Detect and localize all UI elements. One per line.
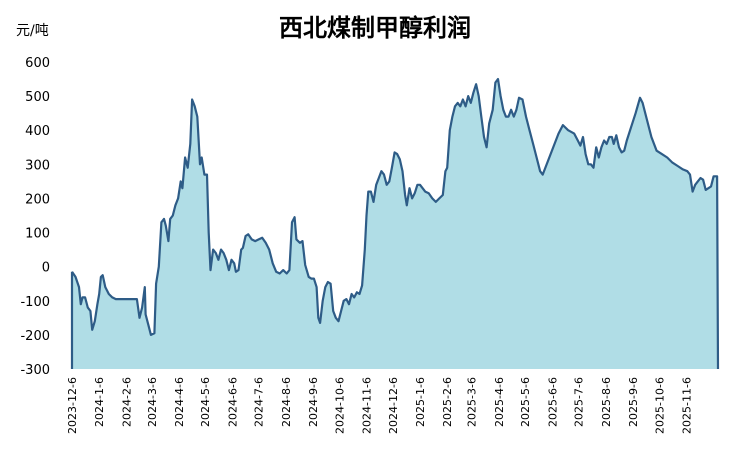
y-tick-label: 300 xyxy=(25,158,50,173)
x-tick-label: 2024-9-6 xyxy=(307,377,320,427)
x-tick-label: 2025-3-6 xyxy=(466,377,479,427)
series-line xyxy=(71,78,720,370)
x-tick-label: 2024-2-6 xyxy=(120,377,133,427)
y-tick-label: 0 xyxy=(42,261,50,276)
x-tick-label: 2025-5-6 xyxy=(519,377,532,427)
y-tick-label: -200 xyxy=(20,329,50,344)
x-tick-label: 2023-12-6 xyxy=(66,377,79,434)
x-tick-label: 2025-10-6 xyxy=(653,377,666,434)
x-tick-label: 2025-4-6 xyxy=(493,377,506,427)
x-tick-label: 2024-4-6 xyxy=(173,377,186,427)
chart-title: 西北煤制甲醇利润 xyxy=(279,13,471,42)
x-tick-label: 2024-6-6 xyxy=(226,377,239,427)
x-tick-label: 2024-11-6 xyxy=(361,377,374,434)
x-tick-label: 2024-3-6 xyxy=(146,377,159,427)
x-tick-label: 2024-7-6 xyxy=(253,377,266,427)
x-tick-label: 2025-9-6 xyxy=(627,377,640,427)
x-tick-label: 2024-12-6 xyxy=(387,377,400,434)
y-tick-label: -100 xyxy=(20,295,50,310)
x-tick-label: 2025-11-6 xyxy=(680,377,693,434)
x-tick-label: 2025-1-6 xyxy=(414,377,427,427)
y-axis-unit-label: 元/吨 xyxy=(16,23,49,39)
x-tick-label: 2024-8-6 xyxy=(280,377,293,427)
x-tick-label: 2024-5-6 xyxy=(199,377,212,427)
y-tick-label: 200 xyxy=(25,192,50,207)
x-tick-label: 2024-10-6 xyxy=(333,377,346,434)
x-tick-label: 2025-6-6 xyxy=(546,377,559,427)
x-tick-label: 2025-7-6 xyxy=(573,377,586,427)
y-tick-label: 100 xyxy=(25,227,50,242)
y-tick-label: 400 xyxy=(25,124,50,139)
x-tick-label: 2025-8-6 xyxy=(600,377,613,427)
y-tick-label: 500 xyxy=(25,90,50,105)
x-tick-label: 2025-2-6 xyxy=(441,377,454,427)
y-tick-label: -300 xyxy=(20,363,50,378)
y-tick-label: 600 xyxy=(25,56,50,71)
x-tick-label: 2024-1-6 xyxy=(93,377,106,427)
area-fill xyxy=(72,79,718,369)
